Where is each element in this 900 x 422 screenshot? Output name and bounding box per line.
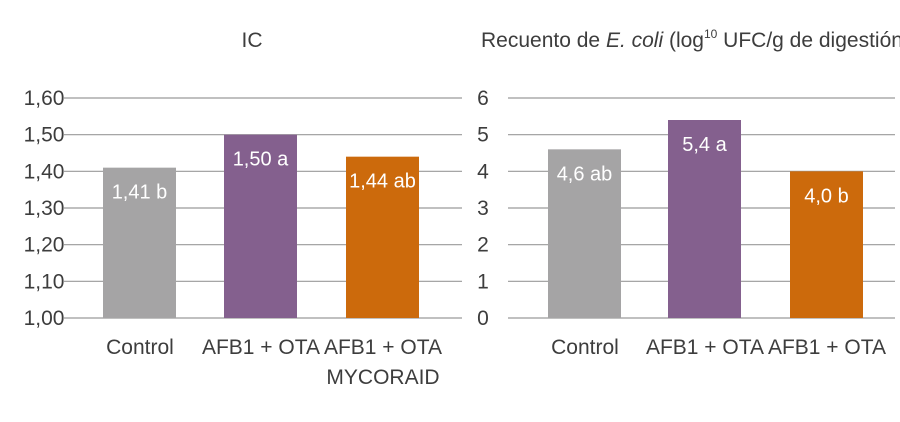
category-label: AFB1 + OTA bbox=[646, 336, 764, 359]
bar bbox=[224, 134, 297, 318]
chart-ecoli: Recuento de E. coli (log10 UFC/g de dige… bbox=[477, 27, 900, 359]
title-part-after: UFC/g de digestión cecal) bbox=[717, 29, 900, 52]
data-label: 4,0 b bbox=[804, 185, 848, 207]
title-part-sup: 10 bbox=[704, 27, 718, 41]
title-part-before: Recuento de bbox=[481, 29, 606, 52]
chart-title-ecoli: Recuento de E. coli (log10 UFC/g de dige… bbox=[481, 27, 900, 52]
y-tick-label: 1,40 bbox=[24, 160, 65, 183]
title-part-italic: E. coli bbox=[606, 29, 665, 52]
y-tick-label: 3 bbox=[477, 197, 489, 220]
y-tick-label: 1,20 bbox=[24, 234, 65, 257]
y-tick-label: 1,00 bbox=[24, 307, 65, 330]
chart-title-ic: IC bbox=[242, 29, 263, 52]
bar bbox=[548, 149, 621, 318]
category-label: AFB1 + OTA MYCORAID bbox=[324, 336, 442, 389]
y-tick-label: 1 bbox=[477, 270, 489, 293]
category-label: Control bbox=[551, 336, 619, 359]
bar bbox=[668, 120, 741, 318]
bar bbox=[790, 171, 863, 318]
data-label: 4,6 ab bbox=[557, 163, 613, 185]
data-label: 1,41 b bbox=[112, 182, 168, 204]
chart-ic: IC 1,00 1,10 1,20 1,30 1,40 1,50 1,60 1,41 b Con… bbox=[24, 29, 462, 389]
y-tick-label: 0 bbox=[477, 307, 489, 330]
title-part-mid: (log bbox=[663, 29, 704, 52]
category-label: Control bbox=[106, 336, 174, 359]
y-tick-label: 2 bbox=[477, 234, 489, 257]
y-tick-label: 5 bbox=[477, 124, 489, 147]
category-label: AFB1 + OTA bbox=[202, 336, 320, 359]
bar bbox=[346, 156, 419, 318]
y-tick-label: 1,60 bbox=[24, 87, 65, 110]
category-label: AFB1 + OTA bbox=[768, 336, 886, 359]
y-tick-label: 6 bbox=[477, 87, 489, 110]
y-tick-label: 1,30 bbox=[24, 197, 65, 220]
y-tick-label: 1,50 bbox=[24, 124, 65, 147]
bar bbox=[103, 167, 176, 318]
data-label: 1,44 ab bbox=[349, 171, 416, 193]
y-tick-label: 4 bbox=[477, 160, 489, 183]
y-tick-label: 1,10 bbox=[24, 270, 65, 293]
data-label: 5,4 a bbox=[682, 134, 727, 156]
data-label: 1,50 a bbox=[233, 149, 289, 171]
